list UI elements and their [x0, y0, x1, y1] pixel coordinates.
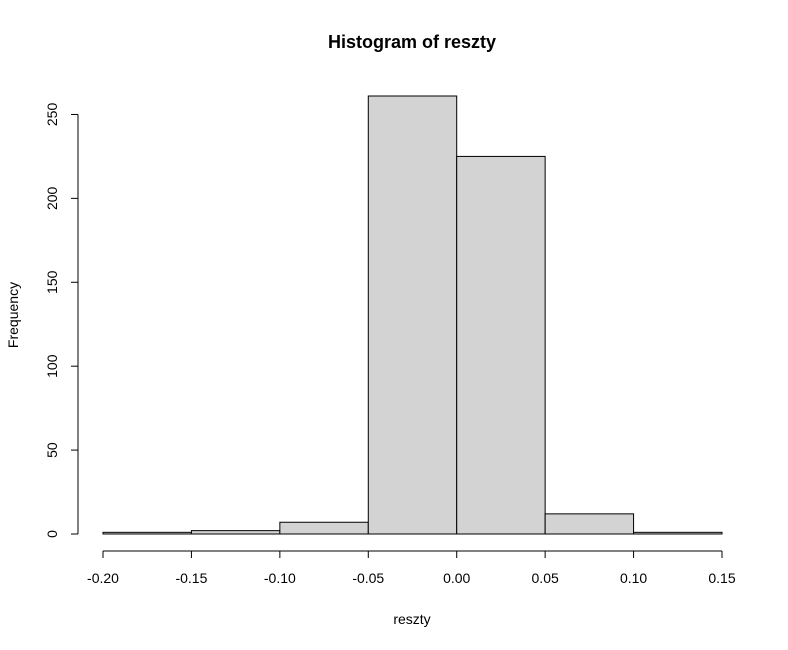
histogram-bar: [367, 95, 458, 535]
y-tick-label: 200: [44, 186, 60, 210]
x-tick-label: -0.05: [352, 570, 384, 586]
x-tick-label: 0.15: [708, 570, 735, 586]
y-tick-label: 0: [44, 530, 60, 538]
bars-group: [102, 95, 723, 535]
y-axis-label: Frequency: [5, 282, 21, 348]
histogram-bar: [544, 513, 635, 535]
y-tick-label: 50: [44, 442, 60, 458]
histogram-bar: [102, 531, 192, 535]
x-tick-label: -0.20: [87, 570, 119, 586]
x-tick-label: 0.10: [620, 570, 647, 586]
x-axis-label: reszty: [393, 611, 430, 627]
x-axis: -0.20 -0.15 -0.10 -0.05 0.00 0.05 0.10 0.15: [87, 550, 736, 586]
y-tick-label: 100: [44, 354, 60, 378]
x-tick-label: -0.15: [175, 570, 207, 586]
chart-title: Histogram of reszty: [328, 32, 496, 52]
x-tick-label: 0.05: [532, 570, 559, 586]
y-tick-label: 150: [44, 270, 60, 294]
y-tick-label: 250: [44, 103, 60, 127]
histogram-bar: [633, 531, 723, 535]
histogram-bar: [190, 530, 281, 535]
x-tick-label: 0.00: [443, 570, 470, 586]
y-axis: 0 50 100 150 200 250: [44, 103, 79, 538]
x-tick-label: -0.10: [264, 570, 296, 586]
histogram-bar: [456, 155, 546, 535]
histogram-bar: [279, 521, 369, 535]
